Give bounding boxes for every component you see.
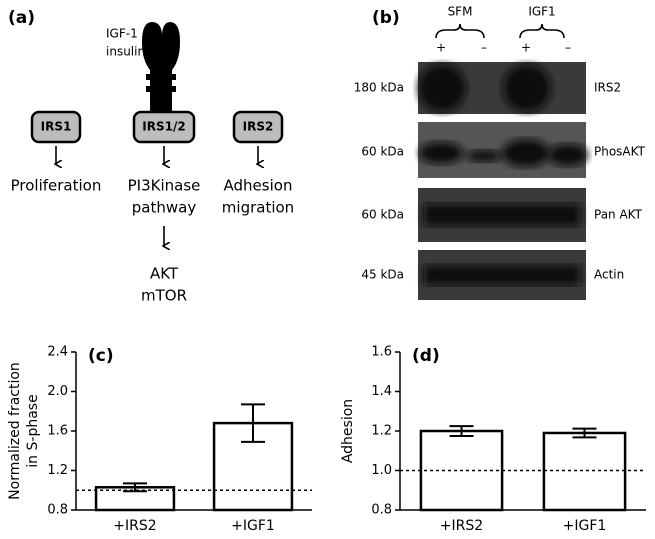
band [548, 144, 588, 166]
outcome: migration [222, 199, 294, 217]
ligand-label: insulin [106, 45, 145, 59]
bar [542, 431, 627, 512]
y-tick-label: 2.4 [47, 345, 68, 360]
group-label: SFM [448, 5, 473, 19]
y-tick-label: 1.6 [371, 345, 392, 360]
y-tick-label: 1.2 [47, 463, 68, 478]
outcome: AKT [150, 265, 179, 283]
y-axis-label: Adhesion [340, 399, 356, 463]
band [466, 150, 502, 162]
mw-label: 60 kDa [361, 208, 404, 222]
band [424, 204, 580, 226]
y-tick-label: 1.6 [47, 424, 68, 439]
y-tick-label: 1.2 [371, 424, 392, 439]
error-bar [572, 427, 597, 439]
outcome: Adhesion [224, 177, 293, 195]
lane-sign: – [565, 41, 571, 55]
panel-label: (a) [8, 8, 35, 28]
protein-label: Pan AKT [594, 208, 643, 222]
node-label: IRS2 [243, 120, 274, 134]
y-tick-label: 0.8 [371, 503, 392, 518]
y-tick-label: 2.0 [47, 384, 68, 399]
protein-label: Actin [594, 268, 624, 282]
band [503, 64, 551, 112]
panel-label: (c) [88, 346, 114, 366]
error-bar [449, 425, 474, 437]
receptor [142, 22, 180, 112]
node [132, 110, 196, 144]
x-tick-label: +IGF1 [563, 518, 607, 534]
x-tick-label: +IRS2 [440, 518, 483, 534]
y-axis-label: Normalized fraction [7, 362, 23, 500]
band [424, 265, 580, 285]
error-bar [123, 482, 147, 493]
lane-sign: + [521, 41, 531, 55]
error-bar [241, 403, 265, 443]
mw-label: 45 kDa [361, 268, 404, 282]
panel-a: (a) IGF-1 insulin IRS1 IRS1/2 IRS2 Proli… [8, 8, 294, 305]
lane-sign: + [436, 41, 446, 55]
mw-label: 180 kDa [354, 81, 404, 95]
x-tick-label: +IRS2 [113, 518, 156, 534]
band [419, 142, 463, 164]
panel-label: (d) [412, 346, 440, 366]
ligand-label: IGF-1 [106, 27, 138, 41]
lane-sign: – [481, 41, 487, 55]
y-tick-label: 1.4 [371, 384, 392, 399]
x-tick-label: +IGF1 [231, 518, 275, 534]
y-axis-label: in S-phase [25, 394, 41, 467]
protein-label: IRS2 [594, 81, 621, 95]
node [232, 110, 284, 144]
brace [435, 23, 485, 39]
outcome: PI3Kinase [128, 177, 201, 195]
outcome: mTOR [141, 287, 187, 305]
protein-label: PhosAKT [594, 145, 646, 159]
band [418, 64, 466, 112]
brace [519, 23, 565, 39]
node-label: IRS1 [41, 120, 72, 134]
band [502, 139, 550, 167]
outcome: pathway [132, 199, 197, 217]
panel-b: (b) SFM IGF1 + – + – 180 kDa 60 kDa 60 k… [354, 5, 646, 300]
y-tick-label: 1.0 [371, 463, 392, 478]
mw-label: 60 kDa [361, 145, 404, 159]
node-label: IRS1/2 [142, 120, 185, 134]
panel-label: (b) [372, 8, 400, 28]
y-tick-label: 0.8 [47, 503, 68, 518]
node [30, 110, 82, 144]
group-label: IGF1 [528, 5, 555, 19]
outcome: Proliferation [11, 177, 102, 195]
